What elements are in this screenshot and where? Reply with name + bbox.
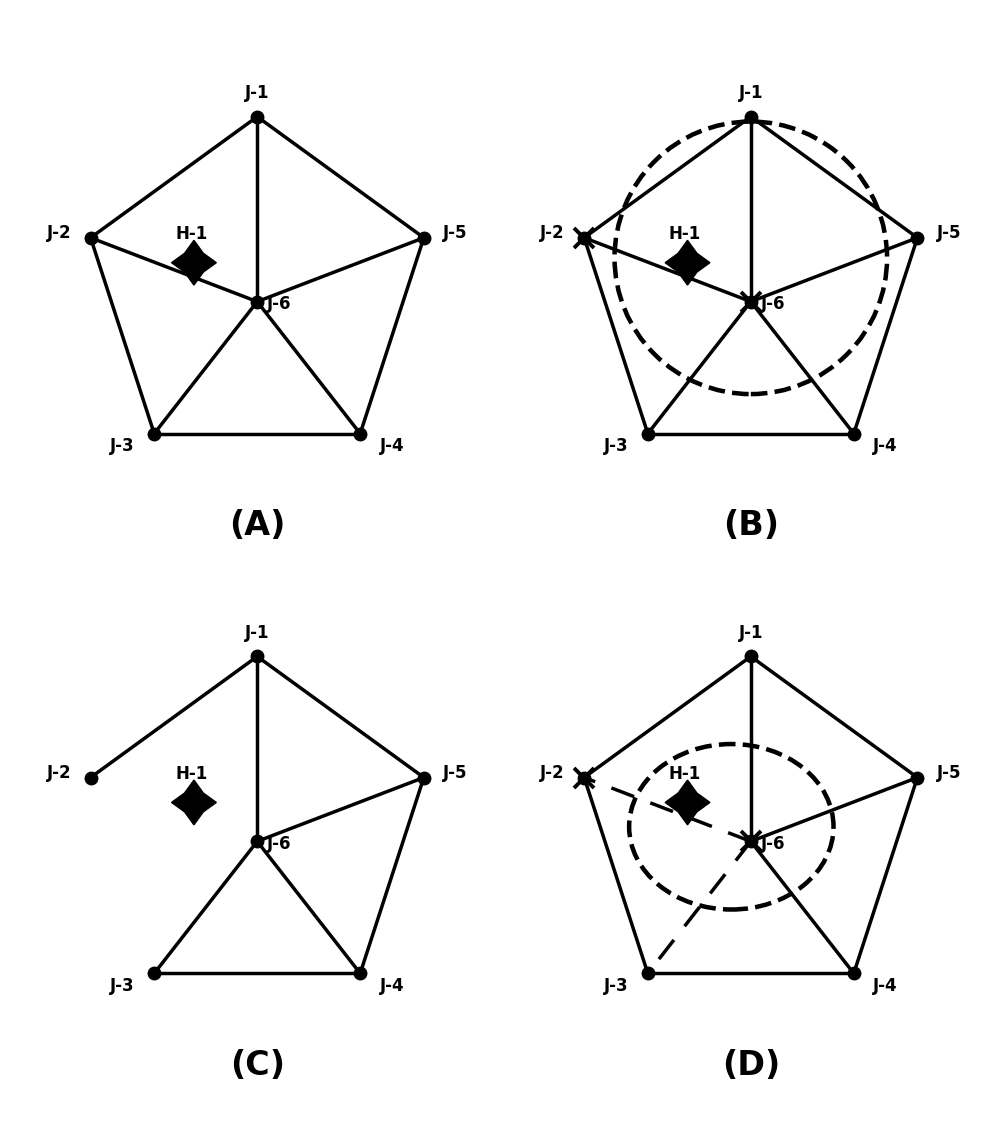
Text: J-4: J-4 (379, 976, 404, 994)
Text: J-2: J-2 (46, 224, 72, 242)
Text: J-4: J-4 (379, 437, 404, 455)
Text: (A): (A) (229, 509, 285, 542)
Text: J-3: J-3 (604, 976, 629, 994)
Text: J-1: J-1 (739, 85, 763, 103)
Text: J-6: J-6 (760, 295, 785, 313)
Text: J-6: J-6 (267, 834, 291, 853)
Text: (D): (D) (722, 1049, 780, 1081)
Polygon shape (171, 780, 217, 825)
Text: J-5: J-5 (444, 224, 468, 242)
Text: H-1: H-1 (175, 765, 208, 783)
Text: H-1: H-1 (175, 225, 208, 243)
Text: H-1: H-1 (669, 765, 702, 783)
Text: (B): (B) (723, 509, 779, 542)
Text: J-3: J-3 (604, 437, 629, 455)
Text: H-1: H-1 (669, 225, 702, 243)
Text: J-5: J-5 (444, 764, 468, 782)
Polygon shape (665, 240, 710, 285)
Text: J-1: J-1 (245, 624, 269, 642)
Text: J-2: J-2 (540, 764, 564, 782)
Text: J-4: J-4 (873, 976, 898, 994)
Text: J-4: J-4 (873, 437, 898, 455)
Polygon shape (171, 240, 217, 285)
Text: J-5: J-5 (936, 224, 962, 242)
Text: J-3: J-3 (110, 437, 135, 455)
Text: J-1: J-1 (245, 85, 269, 103)
Text: J-2: J-2 (46, 764, 72, 782)
Text: J-5: J-5 (936, 764, 962, 782)
Polygon shape (665, 780, 710, 825)
Text: J-6: J-6 (760, 834, 785, 853)
Text: J-6: J-6 (267, 295, 291, 313)
Text: (C): (C) (230, 1049, 284, 1081)
Text: J-3: J-3 (110, 976, 135, 994)
Text: J-2: J-2 (540, 224, 564, 242)
Text: J-1: J-1 (739, 624, 763, 642)
